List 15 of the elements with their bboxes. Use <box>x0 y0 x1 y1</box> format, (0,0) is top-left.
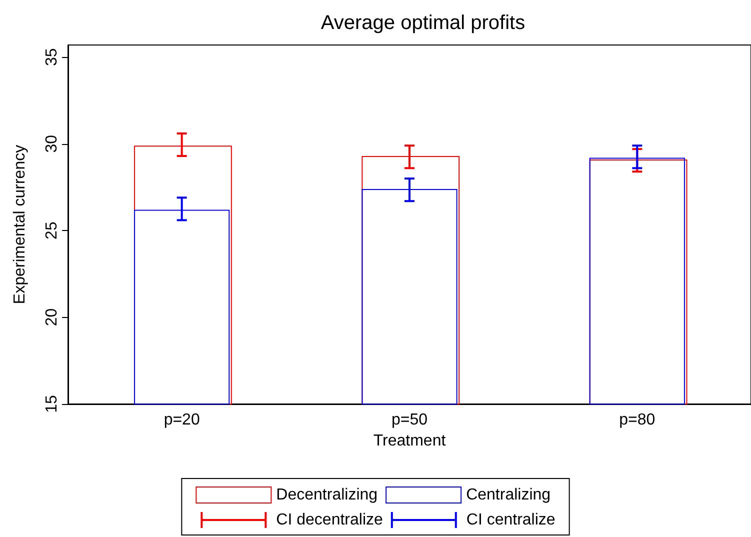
y-tick-label: 15 <box>44 395 60 413</box>
legend-label: Centralizing <box>466 486 551 504</box>
legend-label: Decentralizing <box>276 486 378 504</box>
y-tick-label: 35 <box>44 48 60 66</box>
text: CI centralize <box>466 512 556 528</box>
chart-title: Average optimal profits <box>320 12 526 34</box>
x-tick-label: p=50 <box>391 412 428 428</box>
y-tick-label: 20 <box>44 308 60 326</box>
x-tick-label: p=80 <box>619 412 656 428</box>
y-tick-label: 30 <box>44 134 60 153</box>
x-tick-label: p=20 <box>164 412 200 428</box>
text: CI decentralize <box>276 512 383 528</box>
y-axis-title: Experimental currency <box>12 144 28 304</box>
y-tick-label: 25 <box>44 222 60 240</box>
x-axis-title: Treatment <box>373 432 446 450</box>
